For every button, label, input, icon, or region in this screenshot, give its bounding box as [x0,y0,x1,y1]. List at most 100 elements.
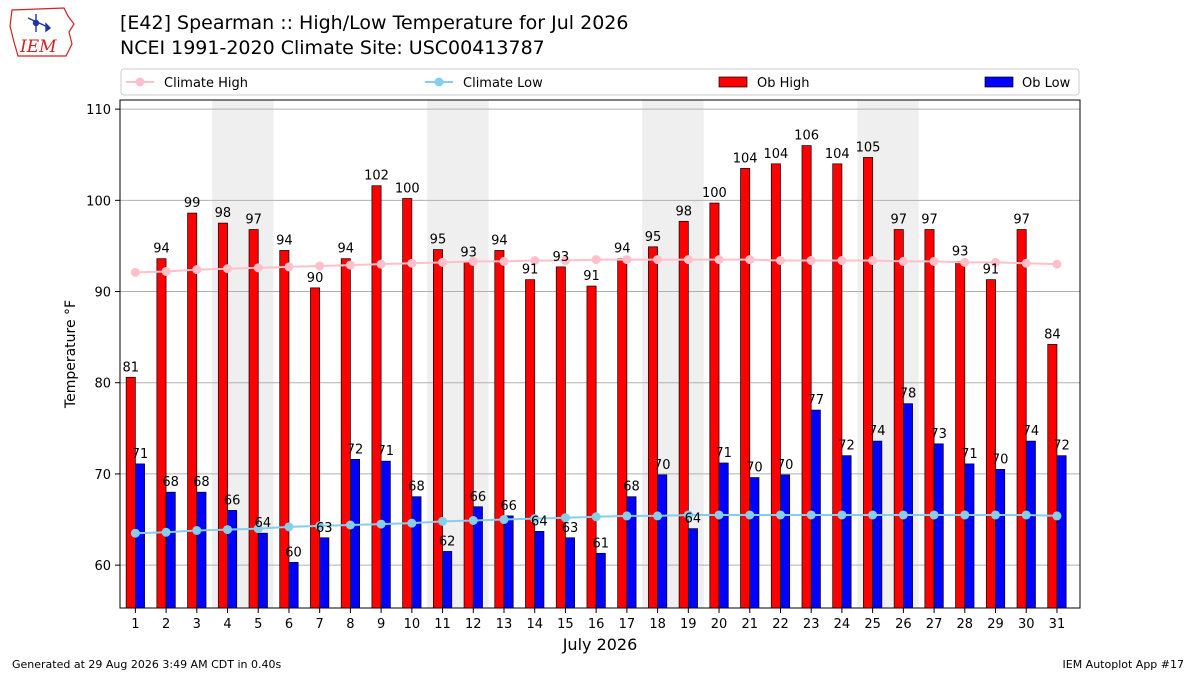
ob-low-label: 74 [869,424,886,439]
ob-low-label: 64 [531,514,548,529]
y-tick-label: 110 [86,103,111,118]
legend-ob-low-swatch [984,76,1014,88]
climate-high-point [837,256,847,266]
x-tick-label: 15 [557,617,574,632]
climate-high-point [438,257,448,267]
ob-low-bar [595,552,606,609]
climate-high-point [653,255,663,265]
ob-high-label: 91 [583,269,600,284]
ob-low-label: 61 [592,536,609,551]
iem-logo-text: IEM [19,37,57,57]
climate-low-point [1021,510,1031,520]
climate-low-point [806,510,816,520]
ob-low-bar [442,551,453,609]
ob-high-bar [1016,229,1027,609]
ob-low-bar [196,491,207,609]
ob-high-bar [340,258,351,609]
climate-low-point [1052,511,1062,521]
ob-low-bar [165,491,176,609]
x-tick-label: 23 [803,617,820,632]
climate-low-point [898,510,908,520]
ob-low-bar [841,455,852,609]
climate-high-point [991,257,1001,267]
climate-low-point [407,518,417,528]
ob-high-label: 94 [614,242,631,257]
ob-low-bar [964,463,975,609]
ob-low-bar [257,532,268,609]
x-tick-label: 5 [254,617,262,632]
ob-high-label: 97 [921,213,938,228]
x-tick-label: 10 [404,617,421,632]
y-tick-label: 80 [94,377,111,392]
iowa-outline-icon [9,7,75,57]
x-tick-label: 27 [926,617,943,632]
climate-low-point [991,510,1001,520]
ob-high-label: 102 [364,169,389,184]
climate-low-point [468,515,478,525]
x-tick-label: 25 [864,617,881,632]
ob-low-label: 72 [838,439,855,454]
ob-low-bar [780,474,791,609]
ob-low-bar [227,510,238,609]
ob-high-label: 97 [245,213,262,228]
climate-high-point [745,255,755,265]
x-tick-label: 14 [526,617,543,632]
climate-low-point [530,514,540,524]
x-tick-label: 9 [377,617,385,632]
ob-high-label: 91 [522,263,539,278]
climate-high-point [960,257,970,267]
ob-high-bar [217,222,228,609]
ob-low-label: 73 [930,427,947,442]
weather-vane-icon [27,14,52,33]
ob-low-bar [995,469,1006,609]
ob-high-label: 99 [184,196,201,211]
climate-low-point [192,525,202,535]
climate-high-point [223,264,233,274]
climate-high-point [775,256,785,266]
ob-low-label: 68 [408,480,425,495]
x-tick-label: 3 [193,617,201,632]
ob-low-bar [718,462,729,609]
x-tick-label: 8 [346,617,354,632]
app-credit: IEM Autoplot App #17 [1062,658,1185,671]
ob-high-bar [617,258,628,609]
ob-low-label: 70 [992,452,1009,467]
ob-low-label: 71 [377,444,394,459]
ob-low-label: 68 [162,475,179,490]
ob-high-label: 100 [395,181,420,196]
ob-low-label: 74 [1023,424,1040,439]
ob-low-bar [1025,440,1036,609]
climate-high-point [806,256,816,266]
x-tick-label: 1 [131,617,139,632]
ob-high-label: 105 [856,140,881,155]
ob-low-label: 66 [224,493,241,508]
ob-low-label: 66 [470,490,487,505]
ob-high-bar [248,229,259,609]
ob-high-bar [310,287,321,609]
ob-high-label: 94 [338,242,355,257]
ob-high-bar [371,185,382,609]
ob-low-bar [380,460,391,609]
climate-high-point [407,258,417,268]
climate-low-point [775,510,785,520]
ob-high-label: 91 [983,263,1000,278]
climate-high-point [683,255,693,265]
legend-ob-high-label: Ob High [757,76,810,91]
y-tick-label: 70 [94,468,111,483]
ob-high-bar [1047,344,1058,609]
ob-high-label: 104 [763,147,788,162]
ob-low-label: 70 [654,458,671,473]
ob-high-bar [525,279,536,609]
ob-low-label: 64 [685,512,702,527]
y-tick-label: 60 [94,559,111,574]
x-tick-label: 26 [895,617,912,632]
x-tick-label: 21 [741,617,758,632]
climate-high-point [345,260,355,270]
climate-high-point [622,255,632,265]
climate-low-point [499,515,509,525]
ob-high-label: 95 [430,233,447,248]
ob-low-label: 60 [285,545,302,560]
climate-high-point [468,256,478,266]
x-tick-label: 6 [285,617,293,632]
climate-low-point [253,524,263,534]
